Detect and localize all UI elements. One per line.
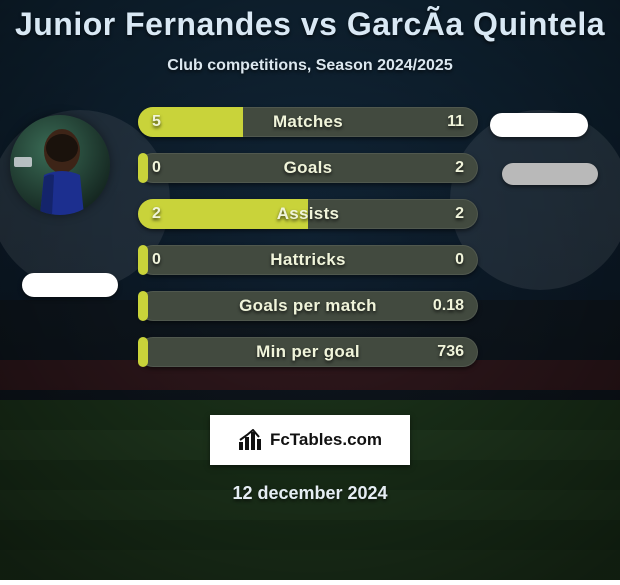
stat-row: Min per goal736 — [138, 337, 478, 367]
player-left-avatar — [10, 115, 110, 215]
stat-right-value: 11 — [447, 107, 464, 137]
stat-label: Hattricks — [138, 245, 478, 275]
stat-row: 2Assists2 — [138, 199, 478, 229]
player-right-badge-2 — [502, 163, 598, 185]
player-left-avatar-svg — [10, 115, 110, 215]
stat-right-value: 2 — [455, 199, 464, 229]
stat-label: Goals — [138, 153, 478, 183]
brand-chart-icon — [238, 429, 264, 451]
brand-box[interactable]: FcTables.com — [210, 415, 410, 465]
stat-row: 0Goals2 — [138, 153, 478, 183]
stat-right-value: 0 — [455, 245, 464, 275]
content: Junior Fernandes vs GarcÃ­a Quintela Clu… — [0, 0, 620, 580]
brand-text: FcTables.com — [270, 430, 382, 450]
stats-bars: 5Matches110Goals22Assists20Hattricks0Goa… — [138, 107, 478, 383]
chart-zone: 5Matches110Goals22Assists20Hattricks0Goa… — [0, 103, 620, 413]
stat-right-value: 736 — [437, 337, 464, 367]
stat-label: Goals per match — [138, 291, 478, 321]
player-left-badge — [22, 273, 118, 297]
stat-label: Matches — [138, 107, 478, 137]
stat-label: Min per goal — [138, 337, 478, 367]
date-text: 12 december 2024 — [0, 483, 620, 504]
stat-right-value: 2 — [455, 153, 464, 183]
player-right-badge-1 — [490, 113, 588, 137]
subtitle: Club competitions, Season 2024/2025 — [0, 57, 620, 75]
stat-right-value: 0.18 — [433, 291, 464, 321]
stat-label: Assists — [138, 199, 478, 229]
page-title: Junior Fernandes vs GarcÃ­a Quintela — [0, 0, 620, 43]
stat-row: 5Matches11 — [138, 107, 478, 137]
stat-row: Goals per match0.18 — [138, 291, 478, 321]
stat-row: 0Hattricks0 — [138, 245, 478, 275]
